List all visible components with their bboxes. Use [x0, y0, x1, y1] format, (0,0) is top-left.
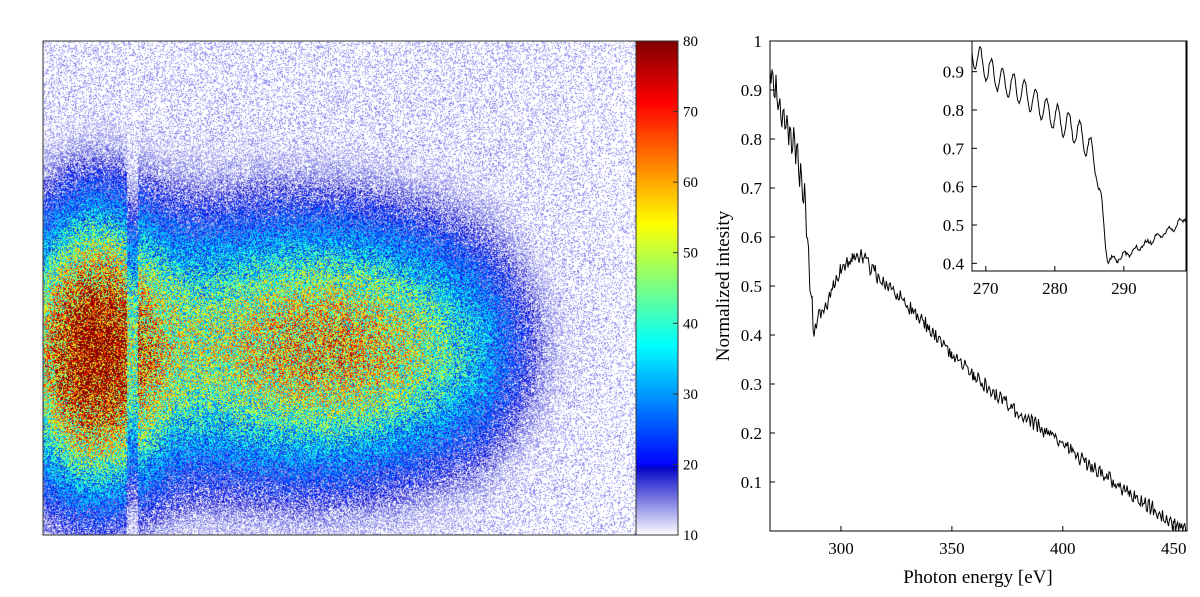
colorbar-ticks: 80 70 60 50 40 30 20 10	[673, 34, 698, 544]
x-tick-label: 450	[1161, 539, 1187, 558]
colorbar-frame	[635, 40, 679, 536]
y-tick-label: 0.6	[943, 178, 964, 197]
y-tick-label: 0.2	[741, 424, 762, 443]
y-tick-label: 0.5	[741, 277, 762, 296]
y-tick-label: 0.7	[741, 179, 763, 198]
y-tick-label: 0.9	[741, 81, 762, 100]
y-tick-label: 0.8	[741, 130, 762, 149]
x-tick-label: 290	[1111, 279, 1137, 298]
spectrum-line	[769, 69, 1188, 532]
colorbar-tick-label: 10	[683, 528, 698, 544]
colorbar-tick-label: 20	[683, 457, 698, 473]
colorbar-tick-label: 60	[683, 175, 698, 191]
spectrum-plot: 300 350 400 450 0.1 0.2 0.3 0.4 0.5 0.6 0.7 0.8 0.9 1…	[713, 32, 1188, 588]
x-axis-label: Photon energy [eV]	[903, 567, 1053, 588]
y-tick-label: 0.8	[943, 101, 964, 120]
y-axis-label: Normalized intesity	[713, 210, 734, 361]
y-tick-label: 0.3	[741, 375, 762, 394]
x-tick-label: 300	[828, 539, 854, 558]
x-tick-label: 280	[1042, 279, 1068, 298]
x-tick-label: 400	[1050, 539, 1076, 558]
colorbar-tick-label: 70	[683, 105, 698, 121]
inset-axis-ticks: 270 280 290 0.4 0.5 0.6 0.7 0.8 0.9	[943, 63, 1137, 298]
inset-frame	[971, 40, 1187, 272]
colorbar-tick-label: 50	[683, 246, 698, 262]
inset-line	[971, 46, 1187, 265]
inset-plot: 270 280 290 0.4 0.5 0.6 0.7 0.8 0.9	[943, 40, 1187, 298]
heatmap-frame	[42, 40, 637, 536]
heatmap-image	[43, 41, 636, 535]
y-tick-label: 0.1	[741, 473, 762, 492]
colorbar-tick-label: 30	[683, 387, 698, 403]
main-axis-ticks: 300 350 400 450 0.1 0.2 0.3 0.4 0.5 0.6 0.7 0.8 0.9 1	[741, 32, 1187, 558]
x-tick-label: 350	[939, 539, 965, 558]
y-tick-label: 0.9	[943, 63, 964, 82]
y-tick-label: 0.4	[741, 326, 763, 345]
y-tick-label: 0.5	[943, 216, 964, 235]
y-tick-label: 0.6	[741, 228, 762, 247]
x-tick-label: 270	[973, 279, 999, 298]
colorbar-tick-label: 80	[683, 34, 698, 50]
colorbar-tick-label: 40	[683, 316, 698, 332]
y-tick-label: 0.7	[943, 139, 965, 158]
y-tick-label: 1	[754, 32, 763, 51]
y-tick-label: 0.4	[943, 254, 965, 273]
colorbar-gradient	[636, 41, 678, 535]
